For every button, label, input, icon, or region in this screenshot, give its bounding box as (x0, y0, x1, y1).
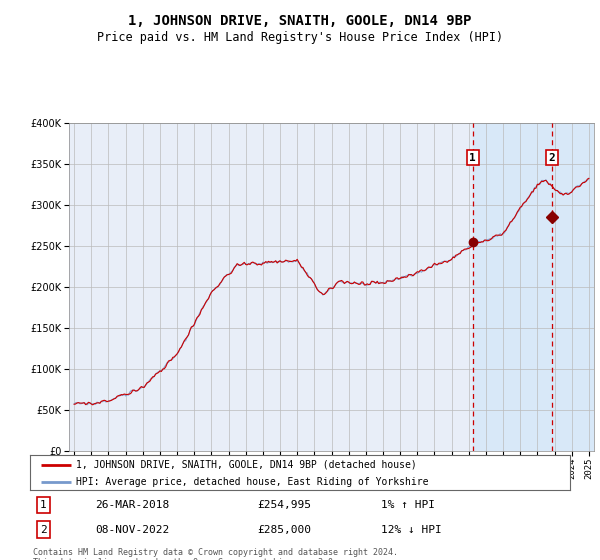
Text: 26-MAR-2018: 26-MAR-2018 (95, 500, 169, 510)
Bar (473, 123, 594, 451)
Text: 2: 2 (548, 152, 556, 162)
Text: HPI: Average price, detached house, East Riding of Yorkshire: HPI: Average price, detached house, East… (76, 477, 428, 487)
Text: 12% ↓ HPI: 12% ↓ HPI (381, 525, 442, 535)
Text: 1: 1 (40, 500, 47, 510)
Text: 1, JOHNSON DRIVE, SNAITH, GOOLE, DN14 9BP (detached house): 1, JOHNSON DRIVE, SNAITH, GOOLE, DN14 9B… (76, 460, 416, 470)
Text: £254,995: £254,995 (257, 500, 311, 510)
Text: 08-NOV-2022: 08-NOV-2022 (95, 525, 169, 535)
Text: 1% ↑ HPI: 1% ↑ HPI (381, 500, 435, 510)
Text: 2: 2 (40, 525, 47, 535)
Text: 1: 1 (469, 152, 476, 162)
Text: £285,000: £285,000 (257, 525, 311, 535)
Text: Price paid vs. HM Land Registry's House Price Index (HPI): Price paid vs. HM Land Registry's House … (97, 31, 503, 44)
Text: Contains HM Land Registry data © Crown copyright and database right 2024.
This d: Contains HM Land Registry data © Crown c… (33, 548, 398, 560)
Text: 1, JOHNSON DRIVE, SNAITH, GOOLE, DN14 9BP: 1, JOHNSON DRIVE, SNAITH, GOOLE, DN14 9B… (128, 14, 472, 28)
